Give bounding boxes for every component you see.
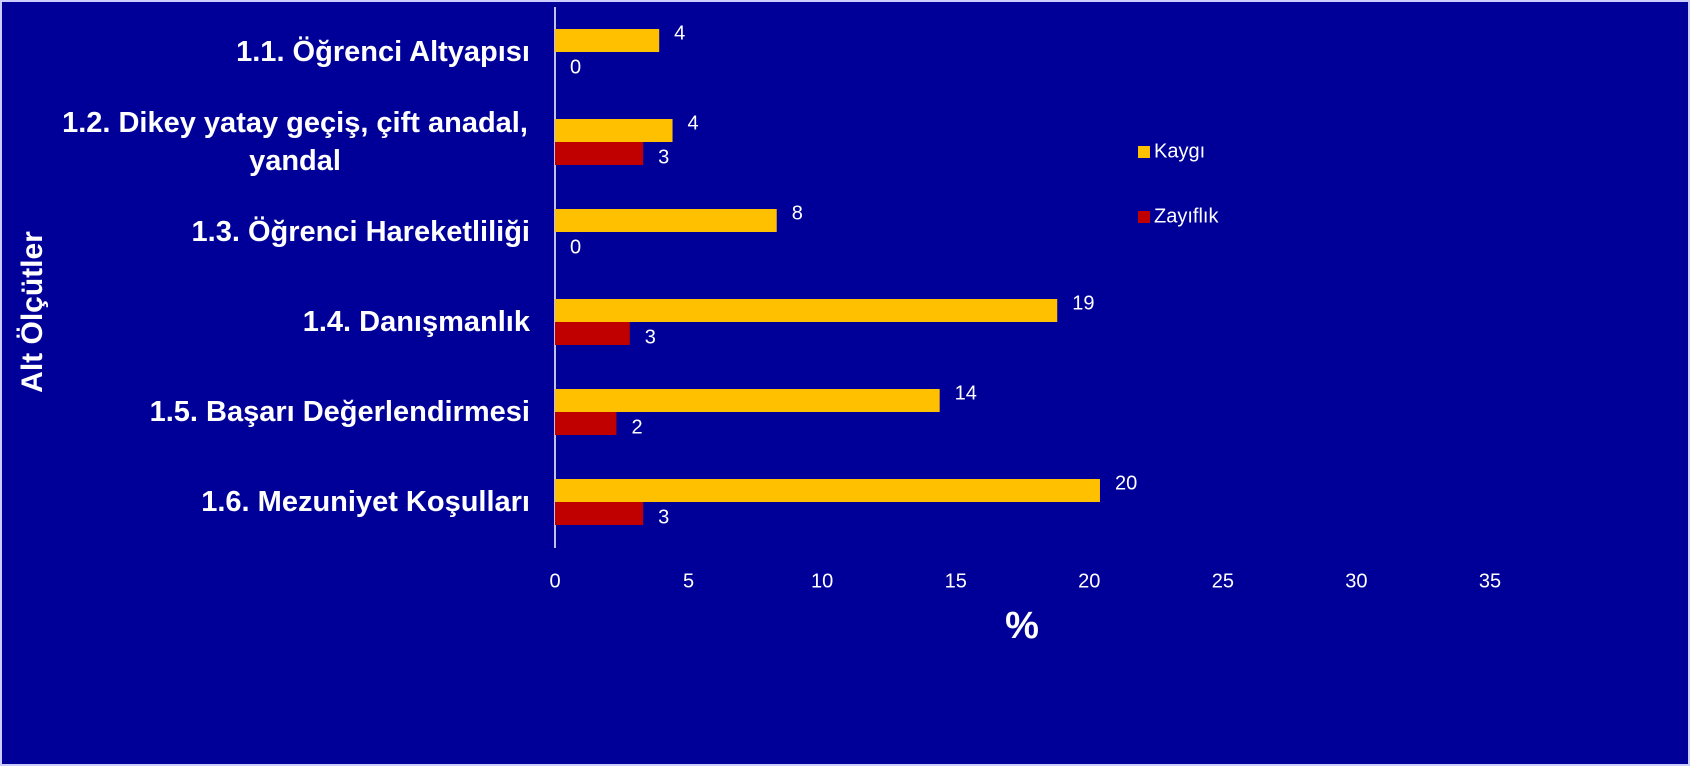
category-label-box: 1.6. Mezuniyet Koşulları bbox=[10, 457, 530, 547]
y-tick-label: 1.3. Öğrenci Hareketliliği bbox=[191, 216, 530, 248]
category-label-box: 1.2. Dikey yatay geçiş, çift anadal, yan… bbox=[10, 97, 530, 187]
value-label: 20 bbox=[1115, 472, 1137, 494]
bar bbox=[555, 502, 644, 525]
category-label-box: 1.4. Danışmanlık bbox=[10, 277, 530, 367]
value-label: 8 bbox=[792, 202, 803, 224]
value-label: 4 bbox=[688, 112, 699, 134]
value-label: 4 bbox=[674, 22, 685, 44]
bar bbox=[555, 299, 1058, 322]
y-tick-label: 1.5. Başarı Değerlendirmesi bbox=[149, 396, 530, 428]
legend-swatch bbox=[1138, 146, 1150, 158]
value-label: 3 bbox=[645, 326, 656, 348]
x-tick-label: 30 bbox=[1345, 570, 1367, 592]
value-label: 0 bbox=[570, 236, 581, 258]
x-axis-title: % bbox=[1005, 605, 1039, 647]
category-label-box: 1.3. Öğrenci Hareketliliği bbox=[10, 187, 530, 277]
x-tick-label: 35 bbox=[1479, 570, 1501, 592]
category-label-box: 1.1. Öğrenci Altyapısı bbox=[10, 7, 530, 97]
y-tick-label: 1.6. Mezuniyet Koşulları bbox=[201, 486, 530, 518]
x-tick-label: 20 bbox=[1078, 570, 1100, 592]
bar bbox=[555, 389, 940, 412]
x-tick-label: 10 bbox=[811, 570, 833, 592]
bar bbox=[555, 322, 630, 345]
y-axis-title: Alt Ölçütler bbox=[16, 231, 49, 393]
x-tick-label: 15 bbox=[945, 570, 967, 592]
bar bbox=[555, 412, 617, 435]
y-tick-label: 1.2. Dikey yatay geçiş, çift anadal, yan… bbox=[62, 107, 528, 177]
bar bbox=[555, 479, 1100, 502]
y-tick-label: 1.4. Danışmanlık bbox=[302, 306, 530, 338]
bar bbox=[555, 142, 644, 165]
legend-swatch bbox=[1138, 211, 1150, 223]
x-tick-label: 5 bbox=[683, 570, 694, 592]
y-tick-label: 1.1. Öğrenci Altyapısı bbox=[236, 36, 530, 68]
legend-label: Kaygı bbox=[1154, 140, 1205, 162]
x-tick-label: 25 bbox=[1212, 570, 1234, 592]
x-tick-label: 0 bbox=[549, 570, 560, 592]
bar bbox=[555, 209, 777, 232]
value-label: 0 bbox=[570, 56, 581, 78]
value-label: 19 bbox=[1072, 292, 1094, 314]
value-label: 3 bbox=[658, 506, 669, 528]
value-label: 3 bbox=[658, 146, 669, 168]
category-label-box: 1.5. Başarı Değerlendirmesi bbox=[10, 367, 530, 457]
value-label: 14 bbox=[955, 382, 977, 404]
legend-label: Zayıflık bbox=[1154, 205, 1219, 227]
bar bbox=[555, 29, 660, 52]
bar bbox=[555, 119, 673, 142]
value-label: 2 bbox=[631, 416, 642, 438]
